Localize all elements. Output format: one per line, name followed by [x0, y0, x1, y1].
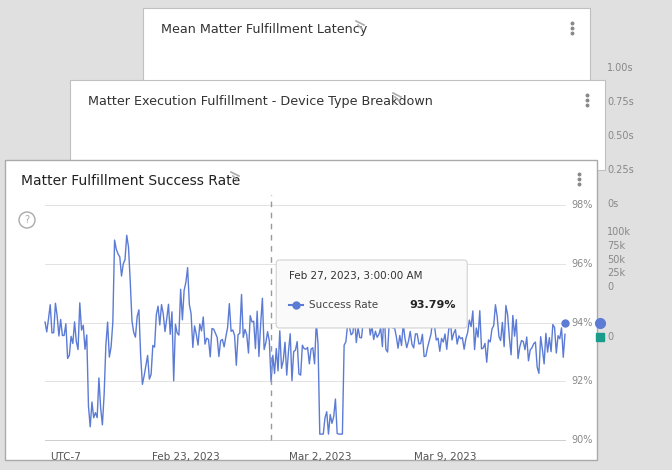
- Text: 0.75s: 0.75s: [607, 97, 634, 107]
- Text: 100k: 100k: [607, 227, 631, 237]
- Text: 0: 0: [607, 331, 613, 342]
- FancyBboxPatch shape: [276, 260, 467, 328]
- Text: 96%: 96%: [571, 259, 593, 269]
- Text: 94%: 94%: [571, 318, 593, 328]
- Text: 0.50s: 0.50s: [607, 131, 634, 141]
- Text: 90%: 90%: [571, 435, 593, 445]
- Text: 93.79%: 93.79%: [410, 300, 456, 310]
- FancyBboxPatch shape: [70, 80, 605, 170]
- Text: Matter Fulfillment Success Rate: Matter Fulfillment Success Rate: [21, 174, 241, 188]
- FancyBboxPatch shape: [143, 8, 590, 83]
- Text: 0: 0: [607, 282, 613, 292]
- Text: 1.00s: 1.00s: [607, 63, 634, 73]
- Text: 92%: 92%: [571, 376, 593, 386]
- Text: Mar 9, 2023: Mar 9, 2023: [414, 452, 476, 462]
- Text: 50k: 50k: [607, 255, 625, 265]
- Text: Mar 2, 2023: Mar 2, 2023: [290, 452, 352, 462]
- Text: Feb 23, 2023: Feb 23, 2023: [151, 452, 219, 462]
- Text: UTC-7: UTC-7: [50, 452, 81, 462]
- Text: Matter Execution Fulfillment - Device Type Breakdown: Matter Execution Fulfillment - Device Ty…: [88, 95, 433, 108]
- Text: Success Rate: Success Rate: [309, 300, 378, 310]
- Text: 0.25s: 0.25s: [607, 165, 634, 175]
- Text: Feb 27, 2023, 3:00:00 AM: Feb 27, 2023, 3:00:00 AM: [289, 271, 423, 281]
- Text: 25k: 25k: [607, 268, 625, 278]
- Text: Mean Matter Fulfillment Latency: Mean Matter Fulfillment Latency: [161, 23, 368, 36]
- Text: 0s: 0s: [607, 199, 618, 209]
- FancyBboxPatch shape: [5, 160, 597, 460]
- Text: ?: ?: [24, 215, 30, 225]
- Text: 98%: 98%: [571, 200, 593, 210]
- Text: 75k: 75k: [607, 241, 625, 251]
